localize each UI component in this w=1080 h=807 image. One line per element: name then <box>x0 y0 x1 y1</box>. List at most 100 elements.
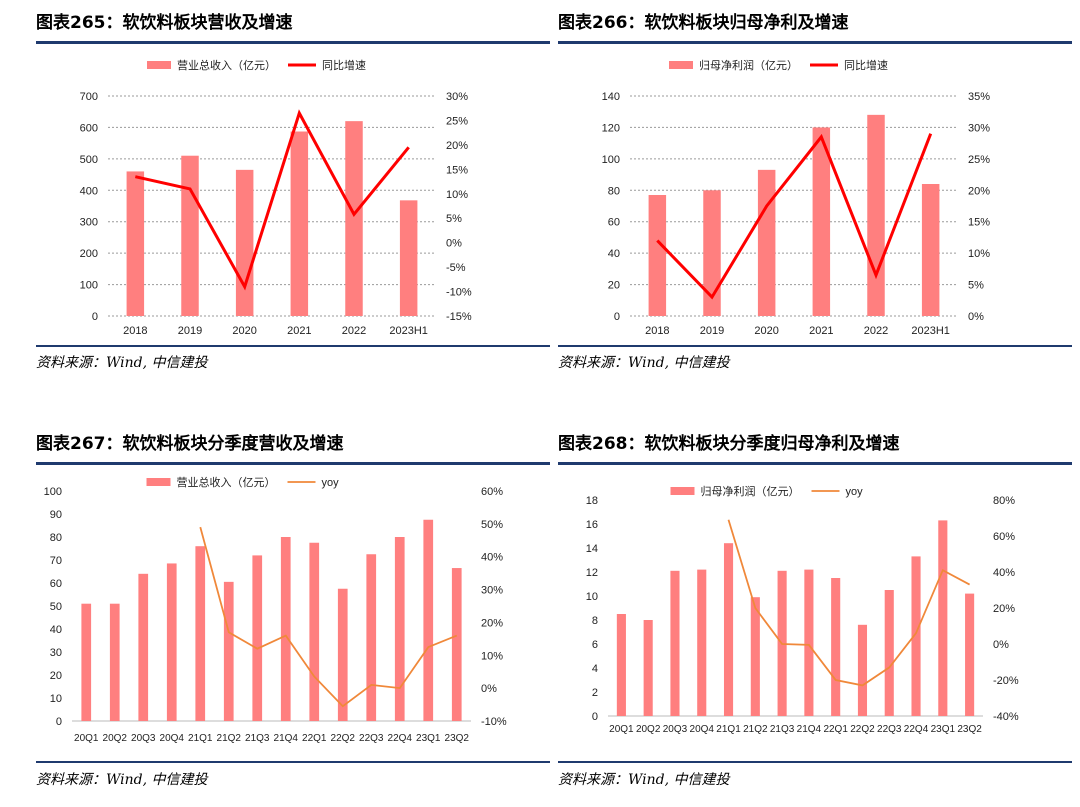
x-tick-label: 23Q1 <box>931 724 956 735</box>
legend-line-label: yoy <box>846 486 864 498</box>
y-left-tick-label: 300 <box>80 217 98 229</box>
x-tick-label: 2018 <box>123 325 147 337</box>
bar <box>812 127 831 316</box>
bar <box>643 620 653 716</box>
y-right-tick-label: 30% <box>446 91 468 103</box>
y-right-tick-label: 0% <box>968 311 984 323</box>
y-left-tick-label: 16 <box>586 519 598 531</box>
bottom-rule <box>558 761 1072 763</box>
bar <box>831 578 841 716</box>
x-tick-label: 21Q3 <box>245 733 270 744</box>
x-tick-label: 2021 <box>809 325 833 337</box>
y-left-tick-label: 60 <box>50 578 62 590</box>
y-right-tick-label: 40% <box>481 552 503 564</box>
y-left-tick-label: 20 <box>608 280 620 292</box>
y-left-tick-label: 600 <box>80 122 98 134</box>
y-right-tick-label: -5% <box>446 262 466 274</box>
x-tick-label: 2020 <box>754 325 778 337</box>
source-note: 资料来源：Wind, 中信建投 <box>558 772 730 788</box>
chart-title-text: 软饮料板块归母净利及增速 <box>644 13 849 33</box>
y-left-tick-label: 4 <box>592 663 598 675</box>
y-left-tick-label: 50 <box>50 601 62 613</box>
x-tick-label: 22Q3 <box>877 724 902 735</box>
legend-bar-label: 营业总收入（亿元） <box>177 58 276 72</box>
y-left-tick-label: 200 <box>80 248 98 260</box>
bar <box>309 542 320 721</box>
y-right-tick-label: 80% <box>993 495 1015 507</box>
y-left-tick-label: 10 <box>50 693 62 705</box>
x-tick-label: 20Q3 <box>663 724 688 735</box>
bar <box>337 588 348 721</box>
y-left-tick-label: 80 <box>50 532 62 544</box>
title-rule <box>558 462 1072 465</box>
y-left-tick-label: 400 <box>80 185 98 197</box>
x-tick-label: 22Q1 <box>302 733 327 744</box>
chart-number: 图表268： <box>558 434 645 454</box>
y-right-tick-label: 0% <box>481 683 497 695</box>
y-right-tick-label: 5% <box>446 213 462 225</box>
bar <box>181 155 199 316</box>
x-tick-label: 20Q3 <box>131 733 156 744</box>
x-tick-label: 22Q3 <box>359 733 384 744</box>
bar <box>195 546 206 721</box>
y-right-tick-label: 50% <box>481 519 503 531</box>
y-left-tick-label: 140 <box>602 91 620 103</box>
y-right-tick-label: 25% <box>968 154 990 166</box>
series-line <box>199 526 458 708</box>
bar <box>394 537 405 721</box>
legend-bar-label: 营业总收入（亿元） <box>177 475 276 489</box>
legend-bar-swatch <box>669 61 693 69</box>
bar <box>921 184 940 316</box>
x-tick-label: 23Q2 <box>445 733 470 744</box>
bar <box>670 570 680 716</box>
y-left-tick-label: 70 <box>50 555 62 567</box>
chart-title-text: 软饮料板块分季度营收及增速 <box>122 434 344 454</box>
y-left-tick-label: 0 <box>92 311 98 323</box>
series-line <box>656 133 933 300</box>
source-note: 资料来源：Wind, 中信建投 <box>36 772 208 788</box>
y-left-tick-label: 80 <box>608 185 620 197</box>
chart-title-text: 软饮料板块营收及增速 <box>122 13 293 33</box>
bar <box>223 581 234 721</box>
y-right-tick-label: -10% <box>481 716 507 728</box>
bar <box>757 169 776 316</box>
y-right-tick-label: 5% <box>968 280 984 292</box>
chart-title: 图表267：软饮料板块分季度营收及增速 <box>36 429 344 459</box>
bar <box>280 537 291 721</box>
y-right-tick-label: 60% <box>481 486 503 498</box>
x-tick-label: 20Q2 <box>636 724 661 735</box>
bar <box>81 603 92 721</box>
bar <box>126 171 145 316</box>
legend-line-label: 同比增速 <box>844 58 888 72</box>
bar <box>166 563 177 721</box>
y-left-tick-label: 6 <box>592 639 598 651</box>
chart-svg: 0 100 200 300 400 500 600 700 -15% -10% -5% 0% 5% 10%… <box>80 58 472 337</box>
y-right-tick-label: 40% <box>993 567 1015 579</box>
x-tick-label: 22Q1 <box>823 724 848 735</box>
x-tick-label: 22Q2 <box>331 733 356 744</box>
y-left-tick-label: 500 <box>80 154 98 166</box>
y-right-tick-label: -20% <box>993 675 1019 687</box>
y-right-tick-label: -40% <box>993 711 1019 723</box>
x-tick-label: 2023H1 <box>911 325 950 337</box>
chart-number: 图表267： <box>36 434 123 454</box>
bar <box>399 200 418 316</box>
bar <box>648 195 667 316</box>
y-right-tick-label: 25% <box>446 115 468 127</box>
x-tick-label: 2022 <box>864 325 888 337</box>
x-tick-label: 21Q2 <box>217 733 242 744</box>
bar <box>290 131 309 316</box>
y-right-tick-label: -10% <box>446 287 472 299</box>
bar <box>366 554 377 721</box>
bar <box>252 555 263 721</box>
source-note: 资料来源：Wind, 中信建投 <box>36 355 208 371</box>
y-left-tick-label: 8 <box>592 615 598 627</box>
y-right-tick-label: 20% <box>481 617 503 629</box>
y-right-tick-label: 15% <box>446 164 468 176</box>
y-right-tick-label: 10% <box>446 189 468 201</box>
y-left-tick-label: 90 <box>50 509 62 521</box>
bar <box>109 603 120 721</box>
x-tick-label: 22Q4 <box>388 733 413 744</box>
y-left-tick-label: 20 <box>50 670 62 682</box>
y-left-tick-label: 10 <box>586 591 598 603</box>
